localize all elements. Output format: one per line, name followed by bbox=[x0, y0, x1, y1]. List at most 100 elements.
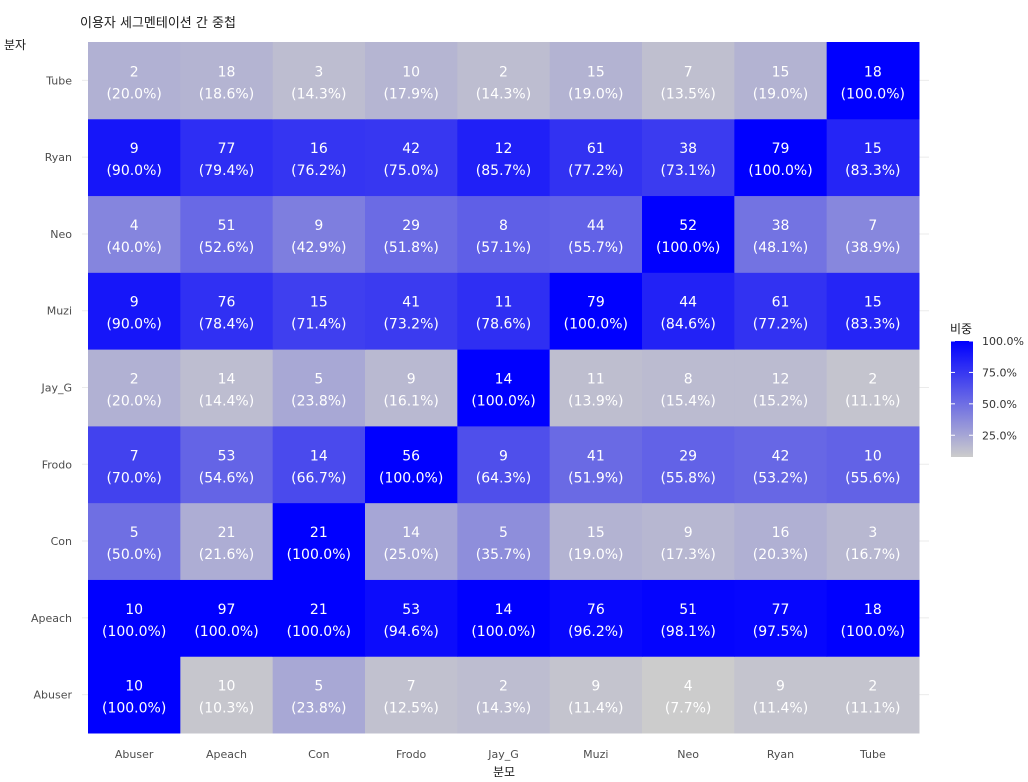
y-axis-ticks: Abuser Apeach Con Frodo Jay_G Muzi Neo Ryan Tube bbox=[31, 74, 73, 701]
cell-percent-label: (85.7%) bbox=[476, 163, 531, 179]
cell-percent-label: (11.4%) bbox=[753, 701, 808, 717]
cell-count-label: 2 bbox=[130, 372, 139, 388]
y-tick-label: Neo bbox=[50, 228, 72, 241]
x-tick-label: Ryan bbox=[767, 748, 794, 761]
heatmap-cell bbox=[457, 42, 551, 120]
x-tick-label: Abuser bbox=[115, 748, 154, 761]
heatmap-cell bbox=[180, 656, 274, 734]
cell-count-label: 2 bbox=[868, 372, 877, 388]
cell-percent-label: (23.8%) bbox=[291, 701, 346, 717]
cell-count-label: 14 bbox=[310, 448, 328, 464]
legend-tick-label: 50.0% bbox=[982, 398, 1017, 411]
cell-count-label: 38 bbox=[772, 218, 790, 234]
heatmap-cell bbox=[88, 425, 181, 504]
cell-count-label: 21 bbox=[310, 602, 328, 618]
cell-count-label: 21 bbox=[218, 525, 236, 541]
cell-percent-label: (51.9%) bbox=[568, 470, 623, 486]
heatmap-cell bbox=[549, 656, 643, 734]
cell-percent-label: (100.0%) bbox=[748, 163, 812, 179]
cell-count-label: 9 bbox=[130, 141, 139, 157]
cell-count-label: 9 bbox=[314, 218, 323, 234]
heatmap-cell bbox=[180, 502, 274, 580]
cell-percent-label: (20.0%) bbox=[106, 394, 161, 410]
cell-count-label: 16 bbox=[772, 525, 790, 541]
cell-percent-label: (42.9%) bbox=[291, 240, 346, 256]
cell-count-label: 5 bbox=[314, 679, 323, 695]
heatmap-cell bbox=[734, 425, 828, 504]
cell-percent-label: (35.7%) bbox=[476, 547, 531, 563]
cell-count-label: 10 bbox=[218, 679, 236, 695]
cell-count-label: 29 bbox=[679, 448, 697, 464]
cell-percent-label: (50.0%) bbox=[106, 547, 161, 563]
cell-count-label: 10 bbox=[125, 679, 143, 695]
heatmap-cell bbox=[88, 656, 181, 734]
heatmap-cell bbox=[88, 195, 181, 273]
heatmap-cell bbox=[734, 195, 828, 273]
cell-percent-label: (40.0%) bbox=[106, 240, 161, 256]
cell-percent-label: (55.6%) bbox=[845, 470, 900, 486]
cell-count-label: 7 bbox=[407, 679, 416, 695]
cell-percent-label: (19.0%) bbox=[753, 86, 808, 102]
cell-percent-label: (84.6%) bbox=[660, 317, 715, 333]
heatmap-cell bbox=[549, 118, 643, 197]
cell-count-label: 12 bbox=[495, 141, 513, 157]
cell-count-label: 56 bbox=[402, 448, 420, 464]
cell-count-label: 2 bbox=[130, 64, 139, 80]
cell-percent-label: (77.2%) bbox=[568, 163, 623, 179]
cell-percent-label: (51.8%) bbox=[383, 240, 438, 256]
cell-count-label: 9 bbox=[591, 679, 600, 695]
cell-percent-label: (100.0%) bbox=[841, 86, 905, 102]
cell-percent-label: (14.3%) bbox=[291, 86, 346, 102]
cell-percent-label: (15.2%) bbox=[753, 394, 808, 410]
heatmap-cell bbox=[549, 42, 643, 120]
heatmap-cell bbox=[180, 349, 274, 427]
cell-percent-label: (38.9%) bbox=[845, 240, 900, 256]
cell-count-label: 21 bbox=[310, 525, 328, 541]
heatmap-cell bbox=[642, 502, 735, 580]
cell-count-label: 53 bbox=[218, 448, 236, 464]
cell-count-label: 9 bbox=[684, 525, 693, 541]
cell-count-label: 15 bbox=[772, 64, 790, 80]
cell-percent-label: (97.5%) bbox=[753, 624, 808, 640]
cell-count-label: 7 bbox=[868, 218, 877, 234]
cell-count-label: 5 bbox=[314, 372, 323, 388]
cell-count-label: 7 bbox=[130, 448, 139, 464]
cell-percent-label: (78.6%) bbox=[476, 317, 531, 333]
cell-count-label: 15 bbox=[864, 295, 882, 311]
cell-percent-label: (100.0%) bbox=[656, 240, 720, 256]
cell-percent-label: (100.0%) bbox=[471, 394, 535, 410]
cell-count-label: 2 bbox=[868, 679, 877, 695]
cell-count-label: 18 bbox=[864, 602, 882, 618]
cell-count-label: 41 bbox=[587, 448, 605, 464]
cell-count-label: 38 bbox=[679, 141, 697, 157]
y-tick-label: Tube bbox=[45, 74, 72, 87]
cell-percent-label: (100.0%) bbox=[194, 624, 258, 640]
heatmap-cell bbox=[180, 42, 274, 120]
cell-count-label: 52 bbox=[679, 218, 697, 234]
cell-count-label: 4 bbox=[684, 679, 693, 695]
cell-percent-label: (100.0%) bbox=[379, 470, 443, 486]
heatmap-cell bbox=[272, 656, 366, 734]
cell-percent-label: (19.0%) bbox=[568, 86, 623, 102]
heatmap-cell bbox=[826, 349, 920, 427]
cell-count-label: 44 bbox=[679, 295, 697, 311]
y-tick-label: Jay_G bbox=[40, 382, 72, 395]
cell-count-label: 16 bbox=[310, 141, 328, 157]
cell-percent-label: (98.1%) bbox=[660, 624, 715, 640]
cell-percent-label: (23.8%) bbox=[291, 394, 346, 410]
heatmap-cell bbox=[272, 272, 366, 350]
x-tick-label: Tube bbox=[859, 748, 886, 761]
cell-count-label: 14 bbox=[495, 602, 513, 618]
y-tick-label: Abuser bbox=[34, 689, 73, 702]
heatmap-cell bbox=[642, 195, 735, 273]
cell-count-label: 3 bbox=[314, 64, 323, 80]
cell-count-label: 5 bbox=[130, 525, 139, 541]
legend-color-bar bbox=[951, 341, 973, 457]
y-tick-label: Apeach bbox=[31, 612, 72, 625]
heatmap-cell bbox=[642, 42, 735, 120]
cell-percent-label: (48.1%) bbox=[753, 240, 808, 256]
cell-count-label: 11 bbox=[495, 295, 513, 311]
heatmap-cell bbox=[180, 272, 274, 350]
cell-percent-label: (18.6%) bbox=[199, 86, 254, 102]
